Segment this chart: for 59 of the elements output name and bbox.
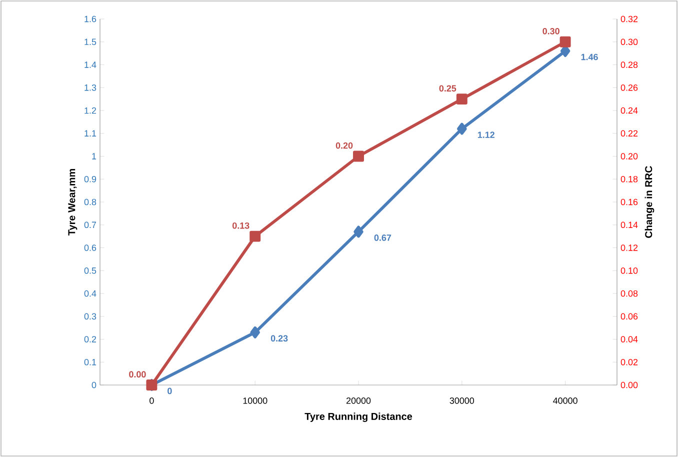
y-tick-label: 1.1 <box>84 130 96 136</box>
y2-tick-label: 0.20 <box>620 153 638 160</box>
x-tick-label: 40000 <box>553 397 578 404</box>
y-tick-label: 0.8 <box>84 198 96 206</box>
y2-tick-label: 0.18 <box>620 176 638 182</box>
data-label: 0.30 <box>542 28 560 34</box>
y2-tick-label: 0.32 <box>620 16 638 22</box>
x-axis-title: Tyre Running Distance <box>304 412 412 422</box>
x-tick-label: 0 <box>150 397 154 404</box>
y-tick-label: 1.5 <box>84 38 96 46</box>
y-tick-label: 0.7 <box>84 222 96 228</box>
point <box>353 150 364 162</box>
y2-tick-label: 0.08 <box>620 290 638 297</box>
y-axis-title: Tyre Wear,mm <box>68 169 78 236</box>
data-label: 0.00 <box>129 371 146 378</box>
data-label: 0.67 <box>374 234 392 241</box>
y-tick-label: 0.3 <box>84 313 96 320</box>
point <box>250 326 260 338</box>
y-tick-label: 0.1 <box>84 358 96 366</box>
y-tick-label: 0.4 <box>84 290 96 297</box>
y2-tick-label: 0.30 <box>620 38 638 46</box>
data-label: 0.13 <box>232 222 250 229</box>
y2-tick-label: 0.00 <box>620 382 638 388</box>
point <box>354 226 364 238</box>
y2-tick-label: 0.10 <box>620 267 638 274</box>
y2-tick-label: 0.28 <box>620 62 638 68</box>
point <box>560 36 571 48</box>
y2-axis-title: Change in RRC <box>644 166 654 238</box>
x-tick-label: 30000 <box>450 397 474 404</box>
data-label: 0 <box>168 388 172 394</box>
y2-tick-label: 0.22 <box>620 130 638 137</box>
x-tick-label: 20000 <box>346 397 371 404</box>
data-label: 0.25 <box>439 85 456 92</box>
y-tick-label: 1.6 <box>84 16 96 22</box>
y2-tick-label: 0.24 <box>620 107 638 114</box>
point <box>456 94 468 105</box>
y-tick-label: 0 <box>92 382 96 388</box>
data-label: 0.23 <box>270 335 288 342</box>
y2-tick-label: 0.02 <box>620 358 638 366</box>
y2-tick-label: 0.12 <box>620 244 638 251</box>
data-label: 1.46 <box>581 54 598 60</box>
data-label: 1.12 <box>478 132 494 138</box>
y2-tick-label: 0.16 <box>620 198 638 206</box>
y-tick-label: 1.2 <box>84 107 96 114</box>
y-tick-label: 1.3 <box>84 84 96 91</box>
y-tick-label: 0.2 <box>84 336 96 342</box>
y2-tick-label: 0.14 <box>620 222 638 228</box>
point <box>250 230 261 242</box>
y-tick-label: 0.6 <box>84 244 96 251</box>
point <box>457 122 467 135</box>
y-tick-label: 0.9 <box>84 176 96 182</box>
y2-tick-label: 0.06 <box>620 313 638 320</box>
y2-tick-label: 0.26 <box>620 84 638 91</box>
x-tick-label: 10000 <box>243 397 268 404</box>
y-tick-label: 1 <box>92 153 96 160</box>
y-tick-label: 0.5 <box>84 267 96 274</box>
y2-tick-label: 0.04 <box>620 336 638 342</box>
y-tick-label: 1.4 <box>84 62 96 68</box>
data-label: 0.20 <box>336 142 353 149</box>
